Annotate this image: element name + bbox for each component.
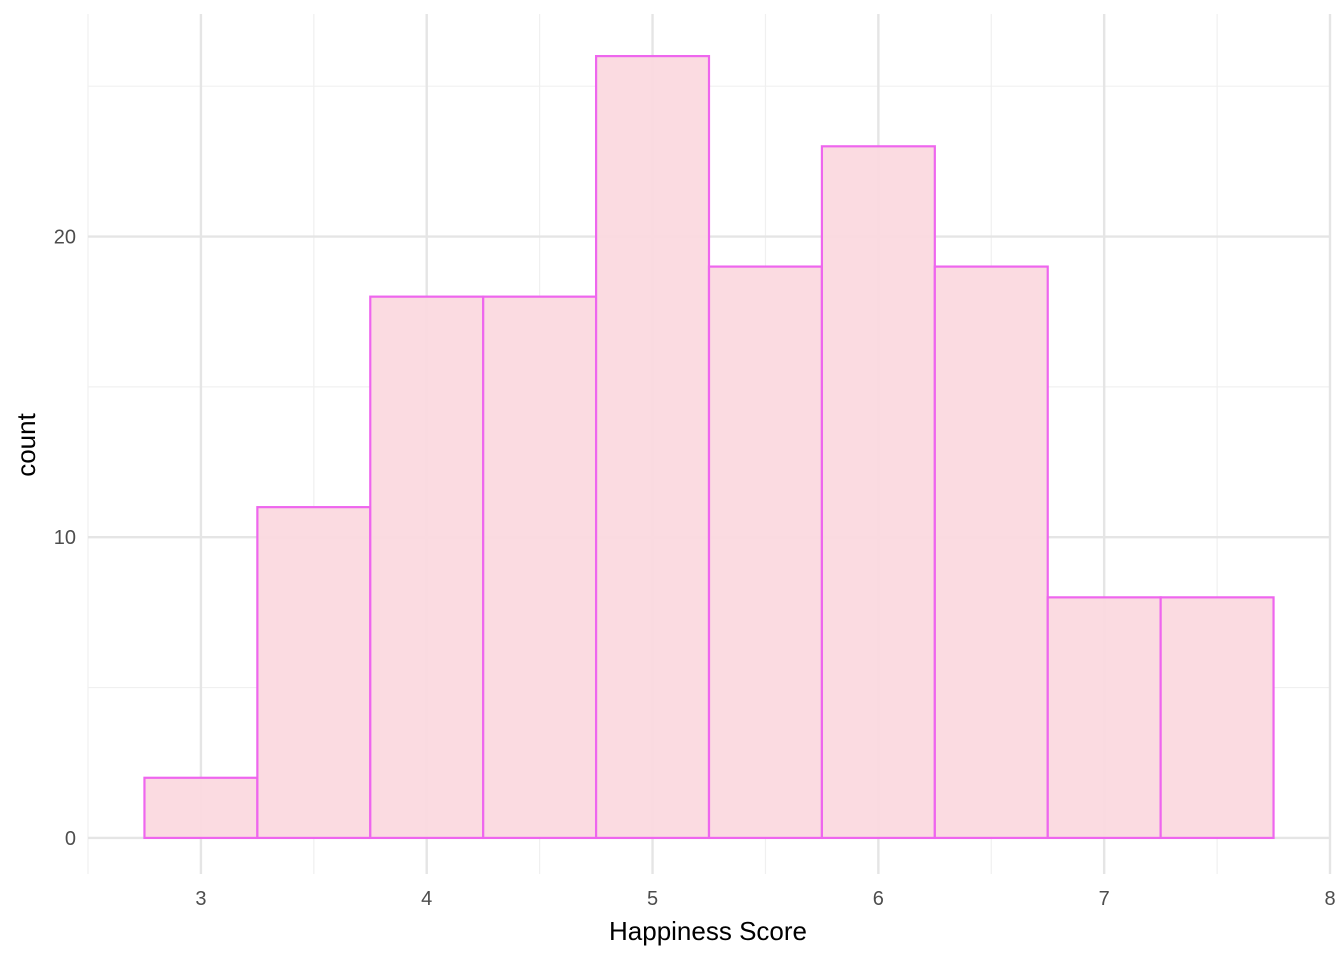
x-tick-label: 3	[195, 888, 206, 910]
histogram-bar	[707, 265, 824, 840]
histogram-bar	[933, 265, 1049, 840]
x-tick-label: 7	[1099, 888, 1110, 910]
x-tick-label: 4	[421, 888, 432, 910]
x-tick-label: 5	[647, 888, 658, 910]
histogram-bar	[256, 506, 372, 840]
y-tick-label: 20	[54, 227, 76, 249]
y-axis-ticks: 0 10 20	[54, 227, 76, 850]
histogram-bar	[369, 295, 485, 840]
histogram-bar	[820, 145, 936, 840]
histogram-bar	[594, 54, 711, 840]
histogram-bar	[482, 295, 598, 840]
y-axis-title: count	[11, 412, 41, 476]
x-tick-label: 6	[873, 888, 884, 910]
y-tick-label: 0	[65, 828, 76, 850]
histogram-bars	[143, 54, 1275, 840]
x-tick-label: 8	[1324, 888, 1335, 910]
histogram-bar	[1159, 596, 1275, 840]
y-tick-label: 10	[54, 527, 76, 549]
histogram-bar	[1046, 596, 1162, 840]
x-axis-title: Happiness Score	[609, 916, 807, 946]
histogram-bar	[143, 776, 259, 840]
x-axis-ticks: 3 4 5 6 7 8	[195, 888, 1335, 910]
